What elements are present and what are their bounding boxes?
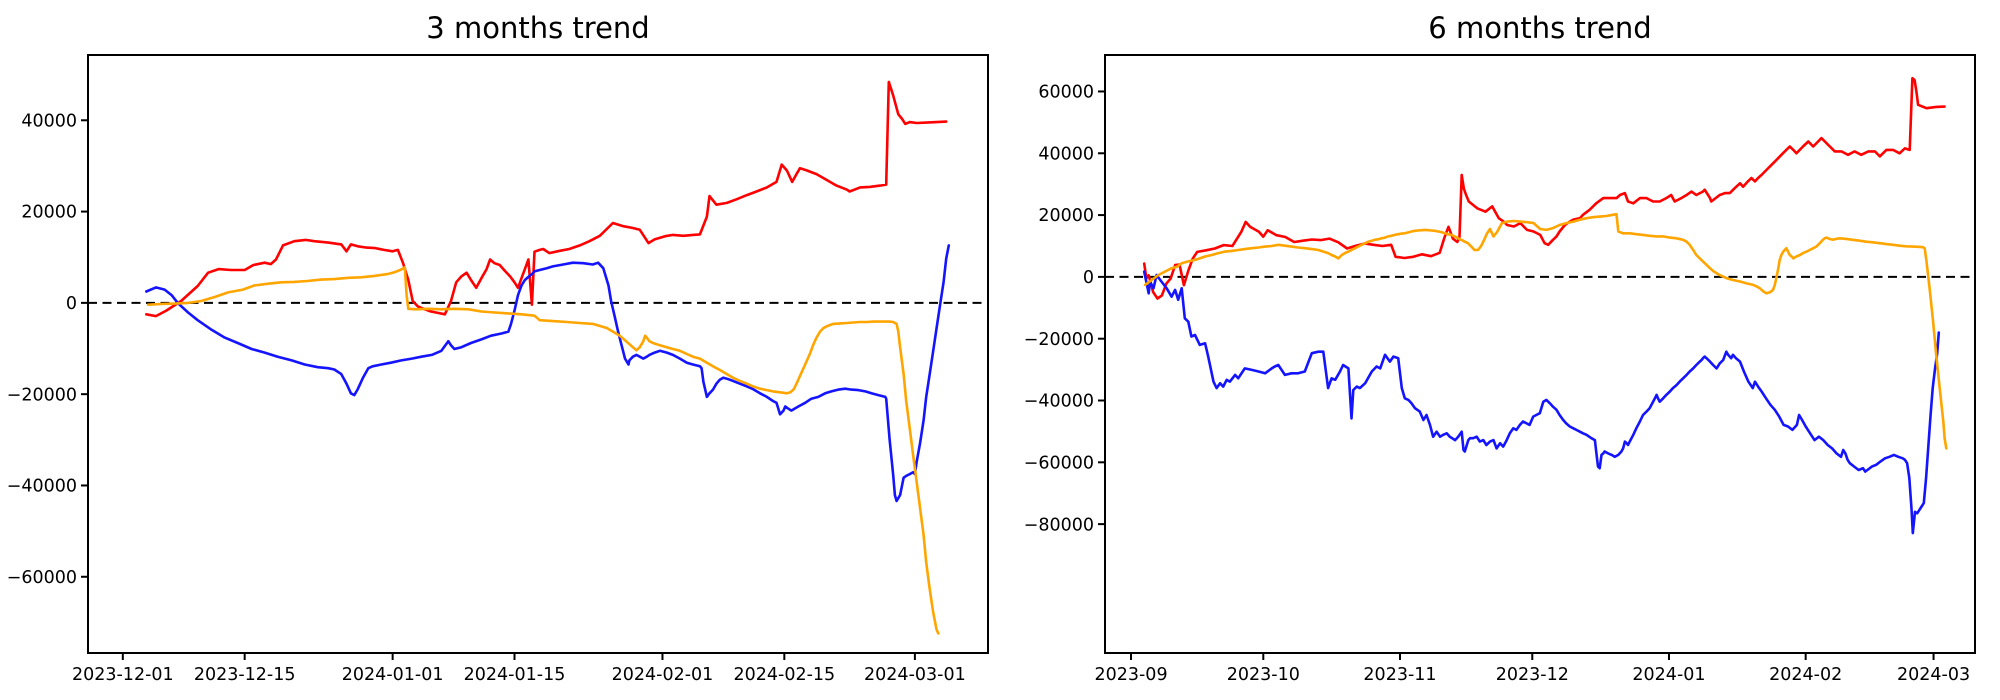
right-chart-x-tick-label: 2023-11 <box>1363 665 1436 685</box>
right-chart-y-tick-label: 40000 <box>1038 144 1094 164</box>
right-chart-y-tick-label: −80000 <box>1024 515 1094 535</box>
right-chart-title: 6 months trend <box>1428 11 1651 45</box>
right-chart-x-tick-label: 2023-09 <box>1094 665 1167 685</box>
left-chart-x-tick-label: 2023-12-01 <box>72 665 174 685</box>
right-chart-y-tick-label: −20000 <box>1024 330 1094 350</box>
left-chart-title: 3 months trend <box>426 11 649 45</box>
right-chart-border <box>1104 54 1976 654</box>
left-chart-y-tick-label: 20000 <box>21 203 77 223</box>
left-chart-orange-series-line <box>146 265 940 635</box>
left-chart-y-tick-label: 0 <box>66 294 77 314</box>
left-chart-x-tick-label: 2023-12-15 <box>194 665 296 685</box>
left-chart-y-tick-label: −40000 <box>7 477 77 497</box>
left-chart-x-tick-label: 2024-03-01 <box>864 665 966 685</box>
right-chart-blue-series-line <box>1142 270 1941 535</box>
right-chart-orange-series-line <box>1143 212 1948 450</box>
left-chart-plot-area: 40000 20000 0 −20000 −40000 −60000 2023-12-01 2… <box>7 54 989 685</box>
left-chart-x-tick-label: 2024-02-15 <box>733 665 835 685</box>
left-chart-x-tick-label: 2024-02-01 <box>612 665 714 685</box>
left-chart-blue-series-line <box>145 244 951 503</box>
right-chart-plot-area: 60000 40000 20000 0 −20000 −40000 −60000 −80000… <box>1024 54 1976 685</box>
left-chart-x-tick-label: 2024-01-01 <box>342 665 444 685</box>
right-chart-y-tick-label: 0 <box>1083 268 1094 288</box>
right-chart-y-tick-label: −60000 <box>1024 453 1094 473</box>
right-chart-y-tick-label: 20000 <box>1038 206 1094 226</box>
right-chart-red-series-line <box>1142 76 1946 300</box>
right-chart-x-tick-label: 2023-10 <box>1227 665 1300 685</box>
left-chart-y-tick-label: −20000 <box>7 385 77 405</box>
left-chart-red-series-line <box>145 80 948 318</box>
right-chart-x-tick-label: 2024-02 <box>1769 665 1842 685</box>
right-chart-x-tick-label: 2024-01 <box>1632 665 1705 685</box>
right-chart-x-tick-label: 2024-03 <box>1897 665 1970 685</box>
left-chart-border <box>87 54 989 654</box>
left-chart-x-tick-label: 2024-01-15 <box>464 665 566 685</box>
left-chart-y-tick-label: −60000 <box>7 568 77 588</box>
right-chart-x-tick-label: 2023-12 <box>1496 665 1569 685</box>
right-chart-y-tick-label: 60000 <box>1038 83 1094 103</box>
right-chart-y-tick-label: −40000 <box>1024 392 1094 412</box>
left-chart-y-tick-label: 40000 <box>21 111 77 131</box>
